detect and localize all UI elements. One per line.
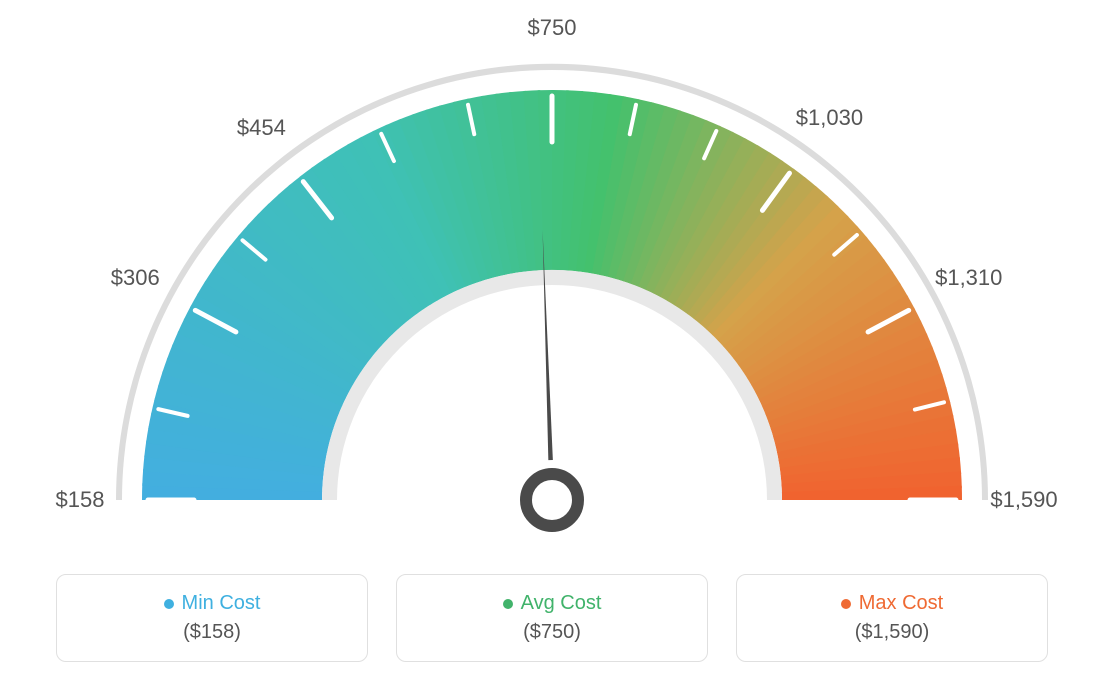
legend-card-max: Max Cost ($1,590) [736, 574, 1048, 662]
max-dot-icon [841, 599, 851, 609]
legend-value-min: ($158) [183, 621, 241, 644]
gauge-tick-label: $454 [237, 115, 286, 141]
legend-label-max: Max Cost [859, 592, 943, 615]
legend-value-avg: ($750) [523, 621, 581, 644]
gauge-tick-label: $1,030 [796, 105, 863, 131]
cost-gauge-chart: $158 $306 $454 $750 $1,030 $1,310 $1,590 [0, 0, 1104, 560]
min-dot-icon [164, 599, 174, 609]
legend-value-max: ($1,590) [855, 621, 930, 644]
legend-card-avg: Avg Cost ($750) [396, 574, 708, 662]
gauge-tick-label: $1,310 [935, 265, 1002, 291]
legend-card-min: Min Cost ($158) [56, 574, 368, 662]
gauge-tick-label: $1,590 [990, 487, 1057, 513]
legend-label-min: Min Cost [182, 592, 261, 615]
gauge-tick-label: $158 [56, 487, 105, 513]
legend-label-avg: Avg Cost [521, 592, 602, 615]
gauge-tick-label: $306 [111, 265, 160, 291]
avg-dot-icon [503, 599, 513, 609]
gauge-tick-label: $750 [528, 15, 577, 41]
legend-row: Min Cost ($158) Avg Cost ($750) Max Cost… [0, 574, 1104, 662]
